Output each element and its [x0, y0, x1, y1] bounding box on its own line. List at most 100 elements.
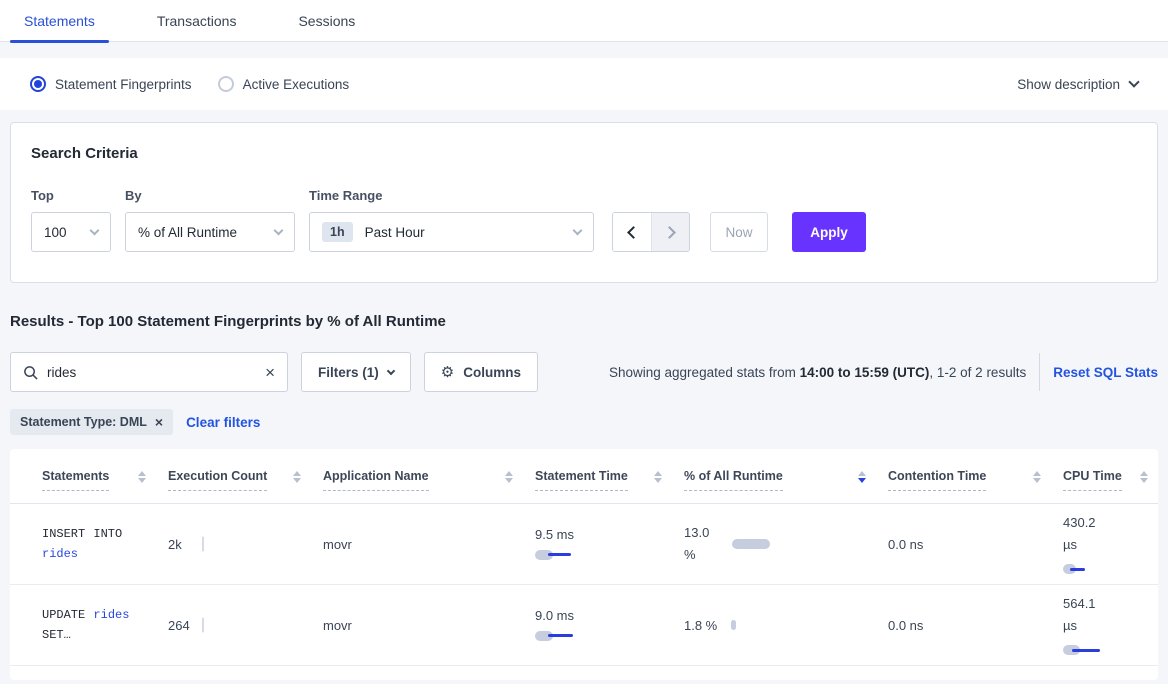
statement-fingerprint-cell: INSERT INTO rides — [42, 527, 123, 561]
statement-fingerprint-cell: UPDATE rides SET… — [42, 608, 130, 642]
sort-icon[interactable] — [1033, 471, 1041, 483]
col-header-execution-count[interactable]: Execution Count — [168, 469, 323, 491]
stats-summary-range: 14:00 to 15:59 (UTC) — [799, 364, 930, 380]
by-field: By % of All Runtime — [125, 188, 295, 252]
cpu-time-bar — [1063, 643, 1123, 657]
tab-statements[interactable]: Statements — [10, 0, 109, 43]
pct-runtime-bar — [731, 618, 791, 632]
filter-tag-row: Statement Type: DML × Clear filters — [10, 409, 1158, 435]
statement-link[interactable]: rides — [93, 608, 130, 622]
time-range-badge: 1h — [322, 222, 353, 242]
radio-selected-icon — [30, 76, 46, 92]
pct-runtime-bar — [732, 537, 792, 551]
execution-count-bar — [202, 617, 204, 633]
statement-time-bar — [535, 548, 595, 562]
col-header-statement-time[interactable]: Statement Time — [535, 469, 684, 491]
sort-icon[interactable] — [654, 471, 662, 483]
clear-filters-link[interactable]: Clear filters — [186, 414, 261, 430]
sort-icon[interactable] — [505, 471, 513, 483]
show-description-label: Show description — [1017, 76, 1120, 92]
col-header-statements[interactable]: Statements — [42, 469, 168, 491]
chevron-down-icon — [1128, 76, 1140, 88]
sort-icon[interactable] — [138, 471, 146, 483]
by-select[interactable]: % of All Runtime — [125, 212, 295, 252]
columns-button[interactable]: ⚙ Columns — [423, 352, 538, 392]
application-name-cell: movr — [323, 536, 352, 552]
statement-link[interactable]: rides — [42, 547, 79, 561]
chevron-down-icon — [572, 225, 583, 235]
cpu-time-cell: 430.2 µs — [1063, 512, 1150, 576]
time-range-label: Time Range — [309, 188, 383, 203]
application-name-cell: movr — [323, 617, 352, 633]
radio-label: Statement Fingerprints — [55, 76, 192, 92]
top-label: Top — [31, 188, 54, 203]
statement-time-cell: 9.0 ms — [535, 608, 684, 643]
stats-summary: Showing aggregated stats from 14:00 to 1… — [609, 364, 1027, 380]
view-toggle-strip: Statement Fingerprints Active Executions… — [0, 58, 1168, 110]
filter-tag-label: Statement Type: DML — [20, 415, 147, 429]
time-range-select[interactable]: 1h Past Hour — [309, 212, 594, 252]
search-criteria-card: Search Criteria Top 100 By % of All Runt… — [10, 122, 1158, 283]
columns-label: Columns — [463, 364, 521, 380]
table-row: UPDATE rides SET… 264 movr 9.0 ms 1.8 % … — [10, 585, 1158, 666]
cpu-time-cell: 564.1 µs — [1063, 593, 1150, 657]
toolbar-divider — [1039, 353, 1041, 391]
execution-count-cell: 2k — [168, 536, 323, 552]
time-range-value: Past Hour — [364, 224, 425, 240]
radio-statement-fingerprints[interactable]: Statement Fingerprints — [30, 76, 192, 92]
reset-sql-stats-link[interactable]: Reset SQL Stats — [1053, 364, 1158, 380]
time-window-nav — [612, 212, 690, 252]
filters-button[interactable]: Filters (1) — [301, 352, 411, 392]
top-field: Top 100 — [31, 188, 111, 252]
filter-tag-statement-type[interactable]: Statement Type: DML × — [10, 409, 174, 435]
chevron-down-icon — [89, 225, 100, 235]
sort-icon-active-desc[interactable] — [858, 471, 866, 483]
search-box[interactable]: × — [10, 352, 288, 392]
statement-time-bar — [535, 629, 595, 643]
sort-icon[interactable] — [293, 471, 301, 483]
by-select-value: % of All Runtime — [138, 224, 238, 240]
chevron-right-icon — [662, 225, 676, 239]
statement-time-cell: 9.5 ms — [535, 527, 684, 562]
contention-time-cell: 0.0 ns — [888, 617, 924, 633]
radio-active-executions[interactable]: Active Executions — [217, 76, 350, 92]
chevron-down-icon — [273, 225, 284, 235]
radio-unselected-icon — [217, 76, 234, 92]
top-select-value: 100 — [44, 224, 67, 240]
col-header-contention-time[interactable]: Contention Time — [888, 469, 1063, 491]
chevron-left-icon — [627, 225, 640, 239]
chevron-down-icon — [386, 366, 396, 376]
tab-transactions[interactable]: Transactions — [156, 12, 237, 29]
radio-label: Active Executions — [242, 76, 350, 92]
table-header-row: Statements Execution Count Application N… — [10, 449, 1158, 504]
col-header-application-name[interactable]: Application Name — [323, 469, 535, 491]
contention-time-cell: 0.0 ns — [888, 536, 924, 552]
prev-time-window-button[interactable] — [613, 213, 651, 251]
col-header-cpu-time[interactable]: CPU Time — [1063, 469, 1150, 491]
search-input[interactable] — [47, 364, 266, 380]
execution-count-bar — [202, 536, 204, 552]
view-radio-group: Statement Fingerprints Active Executions — [30, 76, 349, 92]
time-range-field: Time Range 1h Past Hour — [309, 188, 594, 252]
sort-icon[interactable] — [1140, 471, 1148, 483]
page-tabs: Statements Transactions Sessions — [0, 0, 1168, 43]
pct-runtime-cell: 13.0 % — [684, 522, 888, 566]
execution-count-cell: 264 — [168, 617, 323, 633]
results-heading: Results - Top 100 Statement Fingerprints… — [10, 313, 446, 330]
pct-runtime-cell: 1.8 % — [684, 618, 888, 633]
show-description-toggle[interactable]: Show description — [1017, 76, 1140, 92]
tab-sessions[interactable]: Sessions — [298, 12, 356, 29]
by-label: By — [125, 188, 142, 203]
results-toolbar: × Filters (1) ⚙ Columns Showing aggregat… — [10, 352, 1158, 392]
clear-search-icon[interactable]: × — [265, 362, 275, 382]
cpu-time-bar — [1063, 562, 1123, 576]
now-button[interactable]: Now — [710, 212, 768, 252]
filters-label: Filters (1) — [318, 364, 379, 380]
top-select[interactable]: 100 — [31, 212, 111, 252]
table-row: INSERT INTO rides 2k movr 9.5 ms 13.0 % … — [10, 504, 1158, 585]
col-header-pct-runtime[interactable]: % of All Runtime — [684, 469, 888, 491]
next-time-window-button[interactable] — [651, 213, 689, 251]
apply-button[interactable]: Apply — [792, 212, 866, 252]
search-criteria-title: Search Criteria — [31, 145, 138, 162]
remove-filter-icon[interactable]: × — [154, 414, 164, 430]
